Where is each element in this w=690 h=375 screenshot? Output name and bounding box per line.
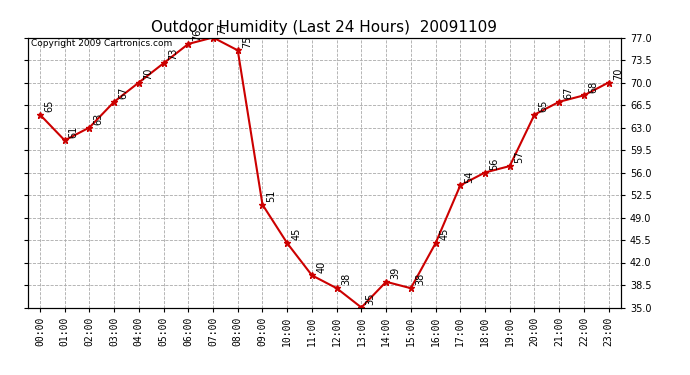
- Text: 45: 45: [291, 228, 302, 240]
- Text: 39: 39: [391, 267, 400, 279]
- Text: 61: 61: [69, 125, 79, 138]
- Text: 51: 51: [266, 189, 277, 202]
- Text: 68: 68: [588, 80, 598, 93]
- Text: 75: 75: [242, 35, 252, 48]
- Text: 67: 67: [118, 87, 128, 99]
- Text: 77: 77: [217, 22, 227, 35]
- Text: 70: 70: [613, 68, 623, 80]
- Text: 70: 70: [143, 68, 153, 80]
- Text: 38: 38: [415, 273, 425, 285]
- Text: 45: 45: [440, 228, 450, 240]
- Text: 38: 38: [341, 273, 351, 285]
- Title: Outdoor Humidity (Last 24 Hours)  20091109: Outdoor Humidity (Last 24 Hours) 2009110…: [151, 20, 497, 35]
- Text: 65: 65: [44, 99, 54, 112]
- Text: 63: 63: [94, 112, 104, 125]
- Text: 67: 67: [563, 87, 573, 99]
- Text: Copyright 2009 Cartronics.com: Copyright 2009 Cartronics.com: [30, 39, 172, 48]
- Text: 76: 76: [193, 29, 202, 41]
- Text: 73: 73: [168, 48, 178, 60]
- Text: 56: 56: [489, 158, 499, 170]
- Text: 35: 35: [366, 292, 375, 305]
- Text: 40: 40: [316, 260, 326, 273]
- Text: 54: 54: [464, 170, 475, 183]
- Text: 57: 57: [514, 151, 524, 163]
- Text: 65: 65: [539, 99, 549, 112]
